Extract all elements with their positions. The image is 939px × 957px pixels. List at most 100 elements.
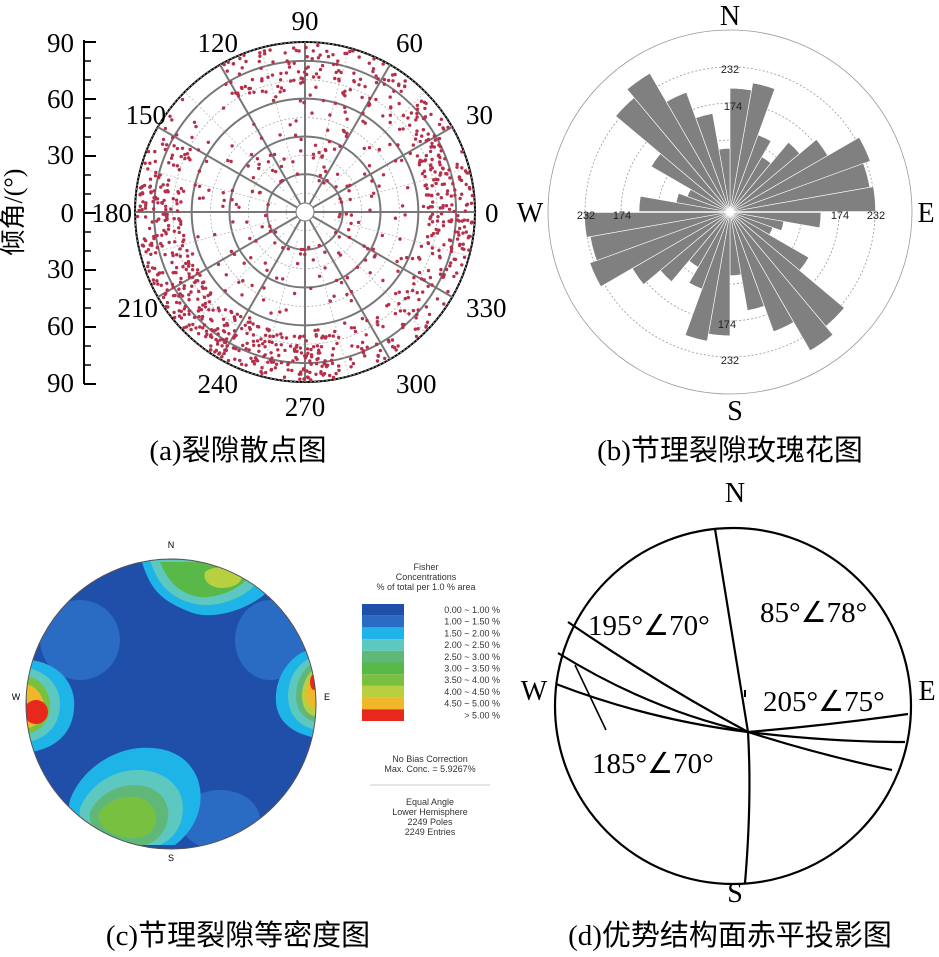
fracture-point (153, 149, 157, 154)
fracture-point (172, 144, 176, 148)
fracture-point (322, 181, 326, 185)
fracture-point (209, 328, 214, 332)
fracture-point (255, 359, 260, 363)
fracture-point (247, 316, 252, 320)
fracture-point (162, 198, 166, 203)
fracture-point (426, 132, 430, 136)
fracture-point (458, 196, 462, 201)
fracture-point (312, 345, 316, 349)
fracture-point (435, 297, 440, 301)
rose-ring (547, 29, 913, 395)
fracture-point (210, 335, 214, 339)
great-circles (555, 528, 909, 884)
fracture-point (160, 142, 165, 146)
fracture-point (222, 323, 226, 328)
fracture-point (152, 281, 156, 286)
fracture-point (382, 82, 386, 86)
fracture-point (429, 112, 433, 117)
fracture-point (403, 79, 407, 83)
fracture-point (184, 267, 188, 272)
fracture-point (339, 200, 344, 204)
fracture-point (428, 275, 433, 280)
fracture-point (146, 248, 151, 252)
fracture-point (153, 159, 157, 164)
fracture-point (207, 188, 211, 192)
fracture-point (415, 291, 419, 295)
fracture-point (343, 110, 347, 114)
fracture-point (298, 377, 302, 381)
fracture-point (455, 218, 459, 222)
fracture-point (159, 185, 163, 189)
panel-b-caption: (b)节理裂隙玫瑰花图 (597, 434, 863, 467)
fracture-point (187, 298, 191, 302)
fracture-point (389, 106, 393, 110)
fracture-point (274, 169, 278, 174)
fracture-point (190, 268, 195, 272)
fracture-point (436, 192, 440, 196)
fracture-point (316, 56, 321, 60)
fracture-point (149, 252, 153, 256)
north-label: N (725, 478, 745, 509)
fracture-point (175, 202, 179, 206)
fracture-point (323, 359, 327, 363)
fracture-point (259, 66, 263, 71)
fracture-point (273, 230, 278, 234)
fracture-point (258, 51, 262, 55)
fracture-point (366, 247, 370, 251)
fracture-point (426, 137, 431, 142)
fracture-point (320, 63, 325, 68)
fracture-point (376, 77, 380, 81)
fracture-point (250, 189, 255, 194)
fracture-point (415, 107, 420, 111)
fracture-point (263, 345, 267, 349)
fracture-point (348, 197, 352, 202)
azimuth-label: 210 (118, 293, 159, 323)
fracture-point (152, 236, 156, 241)
panel-d-stereonet: N S W E 195°∠70° 85°∠78° 205°∠75° 185°∠7… (521, 478, 936, 952)
fracture-point (348, 357, 353, 361)
fracture-point (331, 53, 335, 57)
fracture-point (448, 264, 452, 268)
fracture-point (267, 328, 271, 333)
fracture-point (174, 198, 179, 202)
fracture-point (400, 322, 405, 327)
fracture-point (363, 258, 368, 262)
fracture-point (375, 359, 380, 363)
fracture-point (180, 97, 185, 102)
fracture-point (329, 358, 334, 362)
fracture-point (323, 250, 327, 254)
fracture-point (210, 319, 214, 323)
fracture-point (313, 143, 318, 147)
fracture-point (343, 89, 347, 94)
fracture-point (449, 249, 454, 254)
fracture-point (320, 154, 325, 158)
fracture-point (360, 340, 365, 345)
dip-axis-label: 倾角/(°) (0, 169, 28, 256)
fracture-point (360, 95, 364, 100)
south-label: S (727, 396, 743, 427)
fracture-point (303, 356, 308, 360)
fracture-point (179, 222, 183, 226)
fracture-point (165, 217, 169, 221)
fracture-point (343, 321, 347, 325)
fracture-point (426, 284, 430, 288)
fracture-point (257, 59, 261, 64)
fracture-point (295, 349, 299, 353)
fracture-point (179, 276, 183, 281)
fracture-point (382, 77, 387, 82)
fracture-point (263, 339, 267, 344)
west-label: W (517, 198, 544, 229)
fracture-point (161, 271, 165, 275)
fracture-point (425, 235, 430, 239)
fracture-point (170, 251, 175, 255)
fracture-point (448, 176, 452, 180)
fracture-point (165, 288, 169, 292)
fracture-point (405, 290, 409, 294)
fracture-point (377, 184, 381, 188)
fracture-point (220, 344, 224, 348)
fracture-point (419, 99, 424, 103)
fracture-point (337, 364, 341, 368)
fracture-point (237, 205, 241, 209)
fracture-point (347, 189, 351, 193)
fracture-point (149, 241, 154, 245)
